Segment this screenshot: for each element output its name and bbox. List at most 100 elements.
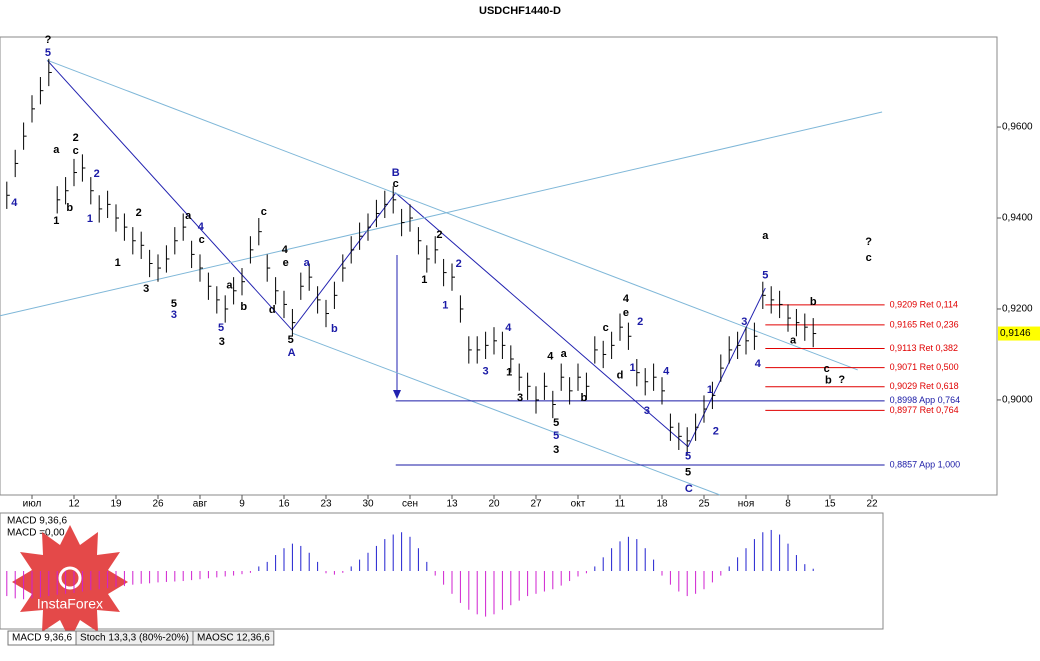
wave-label: 1: [53, 215, 59, 227]
wave-label: 2: [136, 207, 142, 219]
level-label: 0,9029 Ret 0,618: [890, 381, 959, 391]
trend-line: [291, 332, 721, 496]
wave-label: a: [762, 230, 769, 242]
wave-label: d: [269, 304, 276, 316]
wave-label: c: [866, 252, 872, 264]
level-label: 0,8857 App 1,000: [890, 459, 961, 469]
wave-label: 4: [11, 197, 18, 209]
logo-text: InstaForex: [37, 596, 103, 612]
current-price-box: [998, 326, 1040, 341]
wave-label: c: [603, 322, 609, 334]
trend-line: [46, 59, 689, 448]
level-label: 0,9113 Ret 0,382: [890, 343, 958, 353]
wave-label: 5: [553, 430, 559, 442]
wave-label: c: [824, 363, 830, 375]
wave-label: b: [66, 202, 73, 214]
wave-label: 4: [505, 322, 512, 334]
wave-label: A: [288, 347, 296, 359]
wave-label: 2: [713, 426, 719, 438]
level-label: 0,9071 Ret 0,500: [890, 362, 959, 372]
x-tick-label: 25: [698, 499, 710, 510]
wave-label: a: [304, 257, 311, 269]
wave-label: b: [331, 323, 338, 335]
y-tick-label: 0,9400: [1002, 213, 1033, 224]
tab: Stoch 13,3,3 (80%-20%): [75, 630, 194, 646]
wave-label: 5: [288, 334, 294, 346]
logo: InstaForex: [12, 525, 128, 640]
x-tick-label: 8: [785, 499, 791, 510]
x-tick-label: авг: [193, 499, 208, 510]
x-tick-label: 23: [320, 499, 332, 510]
wave-label: c: [73, 145, 79, 157]
wave-label: a: [561, 348, 568, 360]
x-tick-label: 15: [824, 499, 836, 510]
wave-label: 3: [143, 283, 149, 295]
wave-label: 2: [73, 132, 79, 144]
chart-title: USDCHF1440-D: [479, 5, 561, 17]
x-tick-label: 22: [866, 499, 878, 510]
tab-label: MAOSC 12,36,6: [197, 633, 270, 644]
macd-value: MACD =0,00: [7, 528, 65, 539]
macd-title: MACD 9,36,6: [7, 516, 67, 527]
wave-label: 4: [282, 244, 289, 256]
current-price-label: 0,9146: [1000, 328, 1031, 339]
level-label: 0,9165 Ret 0,236: [890, 319, 959, 329]
wave-label: ?: [838, 374, 845, 386]
x-tick-label: 16: [278, 499, 290, 510]
x-tick-label: 12: [68, 499, 80, 510]
wave-label: 5: [218, 322, 224, 334]
wave-label: 1: [421, 274, 427, 286]
wave-label: 1: [707, 384, 713, 396]
wave-label: 3: [517, 392, 523, 404]
x-tick-label: 11: [615, 499, 626, 510]
tab: MACD 9,36,6: [7, 630, 77, 646]
wave-label: 5: [685, 467, 691, 479]
wave-label: b: [825, 375, 832, 387]
logo-burst: [12, 525, 128, 640]
wave-label: 5: [553, 417, 559, 429]
wave-label: e: [283, 257, 289, 269]
macd-panel: [0, 512, 884, 630]
wave-label: a: [185, 210, 192, 222]
wave-label: c: [199, 234, 205, 246]
x-tick-label: июл: [23, 499, 42, 510]
wave-label: 2: [456, 258, 462, 270]
wave-label: 5: [45, 47, 51, 59]
wave-label: 5: [171, 298, 177, 310]
wave-label: 4: [547, 351, 554, 363]
wave-label: 1: [115, 257, 121, 269]
trend-line: [687, 287, 766, 448]
tab: MAOSC 12,36,6: [192, 630, 275, 646]
x-tick-label: окт: [571, 499, 586, 510]
wave-label: 5: [685, 451, 691, 463]
y-tick-label: 0,9000: [1002, 395, 1033, 406]
wave-label: 2: [94, 168, 100, 180]
price-panel: [0, 36, 998, 496]
logo-icon: [58, 566, 82, 590]
wave-label: 2: [436, 229, 442, 241]
wave-label: 3: [483, 366, 489, 378]
x-tick-label: сен: [402, 499, 418, 510]
wave-label: 1: [442, 300, 448, 312]
trend-line: [46, 59, 858, 371]
wave-label: B: [392, 167, 400, 179]
tabs: MACD 9,36,6 Stoch 13,3,3 (80%-20%) MAOSC 1…: [7, 630, 275, 646]
wave-label: c: [261, 206, 267, 218]
wave-label: ?: [45, 34, 52, 46]
x-tick-label: 27: [530, 499, 542, 510]
level-label: 0,8977 Ret 0,764: [890, 405, 959, 415]
arrow-head: [393, 390, 401, 399]
wave-label: 1: [630, 362, 636, 374]
wave-label: d: [617, 370, 624, 382]
wave-label: c: [393, 178, 399, 190]
x-tick-label: 26: [152, 499, 164, 510]
wave-label: 4: [198, 221, 205, 233]
wave-label: a: [226, 280, 233, 292]
wave-label: 1: [506, 367, 512, 379]
x-tick-label: 18: [656, 499, 668, 510]
wave-label: 3: [741, 316, 747, 328]
y-tick-label: 0,9200: [1002, 304, 1033, 315]
wave-label: 3: [219, 336, 225, 348]
